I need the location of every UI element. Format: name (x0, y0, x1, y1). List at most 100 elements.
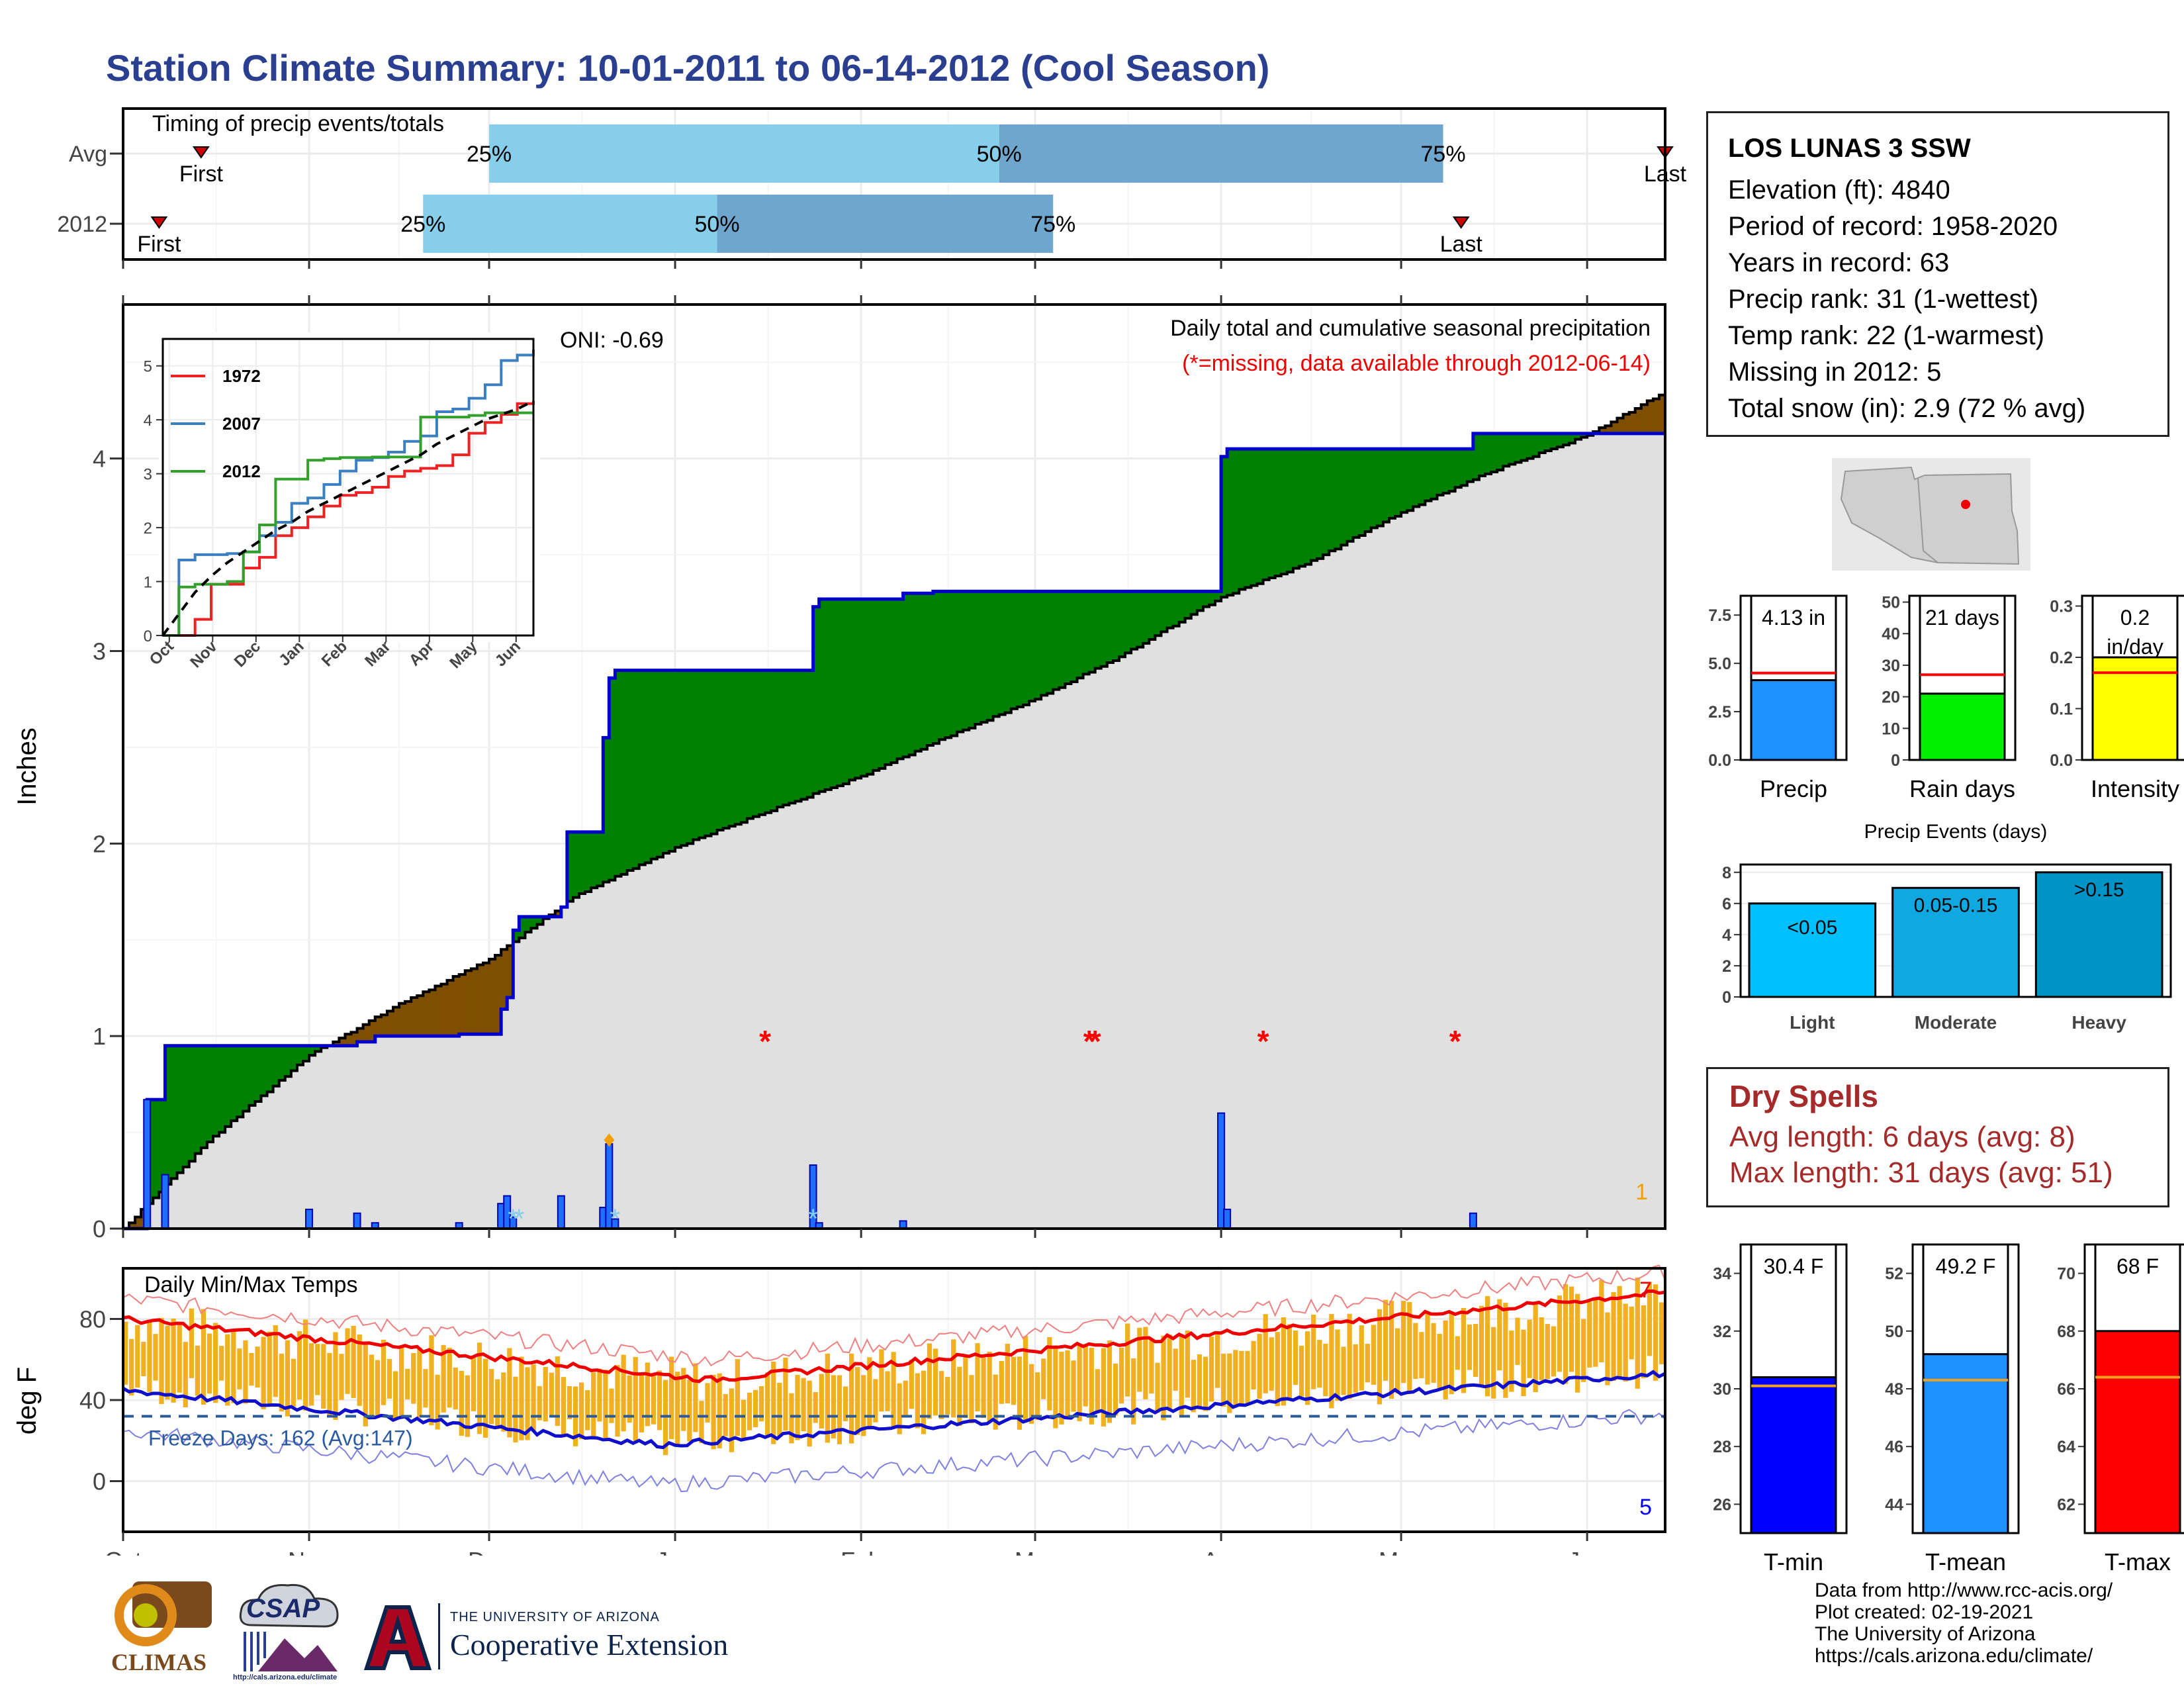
missing-marker: * (759, 1024, 771, 1058)
above-average-area (861, 598, 868, 776)
daily-temp-bar (1551, 1326, 1556, 1377)
above-average-area (645, 670, 652, 863)
category-label-T-min: T-min (1764, 1548, 1823, 1575)
avg-area (1575, 439, 1582, 1229)
daily-temp-bar (987, 1352, 992, 1423)
above-average-area (855, 598, 862, 778)
daily-precip-bar (1469, 1212, 1477, 1229)
y-tick-label: 0.3 (2050, 598, 2073, 616)
daily-temp-bar (1317, 1340, 1322, 1388)
daily-temp-bar (296, 1331, 302, 1400)
daily-precip-bar (557, 1195, 565, 1230)
events-category-label-Heavy: Heavy (2071, 1012, 2126, 1033)
avg-area (381, 1036, 388, 1229)
below-average-area (1629, 412, 1636, 434)
above-average-area (309, 1045, 316, 1056)
above-average-area (795, 670, 802, 802)
below-average-area (1635, 408, 1642, 434)
daily-temp-bar (435, 1374, 440, 1430)
avg-area (1161, 632, 1168, 1229)
daily-temp-bar (1047, 1337, 1052, 1411)
value-label-unit-Intensity: in/day (2107, 635, 2163, 659)
snow-marker: * (610, 1203, 620, 1234)
daily-temp-bar (489, 1369, 494, 1425)
avg-area (741, 822, 748, 1229)
daily-temp-bar (1359, 1325, 1364, 1391)
daily-temp-bar (1605, 1312, 1610, 1385)
daily-temp-bar (1419, 1332, 1424, 1379)
footer-line-created: Plot created: 02-19-2021 (1815, 1601, 2034, 1623)
avg-area (1653, 433, 1660, 1229)
avg-area (813, 793, 820, 1229)
above-average-area (255, 1045, 262, 1102)
timing-label-25: 25% (400, 212, 445, 237)
daily-temp-bar (1467, 1324, 1473, 1370)
above-average-area (1208, 591, 1216, 605)
above-average-area (1539, 433, 1546, 453)
missing-marker: * (1089, 1024, 1101, 1058)
station-period: Period of record: 1958-2020 (1728, 212, 2058, 241)
avg-area (807, 797, 814, 1229)
avg-area (471, 1034, 478, 1229)
daily-temp-bar (1053, 1348, 1058, 1429)
y-tick-label: 0.2 (2050, 649, 2073, 667)
corner-count-label: 1 (1635, 1180, 1648, 1205)
timing-label-75: 75% (1030, 212, 1075, 237)
daily-temp-bar (999, 1361, 1004, 1404)
avg-area (1167, 628, 1174, 1229)
y-tick-label: 8 (1722, 864, 1731, 882)
above-average-area (243, 1045, 250, 1111)
timing-row-label: 2012 (57, 212, 107, 237)
avg-area (525, 932, 532, 1229)
daily-temp-bar (705, 1383, 710, 1423)
daily-temp-bar (1011, 1356, 1017, 1405)
average-min-line (122, 1370, 1666, 1450)
daily-temp-bar (957, 1366, 962, 1427)
avg-area (1551, 449, 1558, 1229)
daily-temp-bar (687, 1380, 692, 1442)
average-max-line (122, 1289, 1666, 1383)
avg-area (206, 1142, 214, 1229)
above-average-area (735, 670, 742, 825)
y-tick-label: 32 (1713, 1323, 1731, 1341)
value-bar-Precip (1750, 679, 1837, 761)
above-average-area (1281, 449, 1288, 575)
temp-means-chart: 26 28 30 32 34 30.4 F T-min 44 46 48 50 52 49.2 F T-m… (1713, 1243, 2184, 1575)
value-label-T-mean: 49.2 F (1936, 1254, 1996, 1278)
above-average-area (705, 670, 712, 836)
avg-area (296, 1064, 304, 1229)
x-tick-label: Apr (1203, 1547, 1240, 1556)
avg-area (669, 851, 676, 1229)
above-average-area (1407, 449, 1414, 511)
x-tick-label: Nov (288, 1547, 330, 1556)
daily-temp-bar (1028, 1364, 1034, 1424)
avg-area (177, 1172, 184, 1229)
daily-temp-bar (951, 1339, 956, 1418)
daily-temp-bar (1257, 1333, 1262, 1399)
avg-area (1323, 555, 1330, 1229)
above-average-area (1455, 449, 1462, 488)
above-average-area (1083, 591, 1090, 675)
avg-area (441, 1036, 448, 1229)
avg-area (1131, 649, 1138, 1229)
ua-logo-divider (438, 1603, 440, 1669)
daily-temp-bar (201, 1309, 206, 1405)
y-tick-label: 70 (2057, 1265, 2075, 1284)
daily-temp-bar (1641, 1305, 1646, 1378)
value-bar-T-min (1750, 1376, 1837, 1534)
avg-area (951, 735, 958, 1229)
daily-temp-bar (933, 1348, 938, 1416)
avg-area (963, 729, 970, 1229)
x-tick-label: Mar (1015, 1547, 1056, 1556)
avg-area (1347, 541, 1354, 1229)
avg-area (375, 1036, 382, 1229)
above-average-area (789, 670, 796, 804)
above-average-area (177, 1045, 184, 1173)
daily-temp-bar (1611, 1291, 1616, 1382)
avg-area (1485, 473, 1492, 1229)
above-average-area (273, 1045, 280, 1086)
daily-temp-bar (1557, 1295, 1563, 1372)
snow-marker: * (508, 1203, 518, 1234)
daily-temp-bar (477, 1342, 482, 1434)
daily-temp-bar (1143, 1327, 1148, 1399)
